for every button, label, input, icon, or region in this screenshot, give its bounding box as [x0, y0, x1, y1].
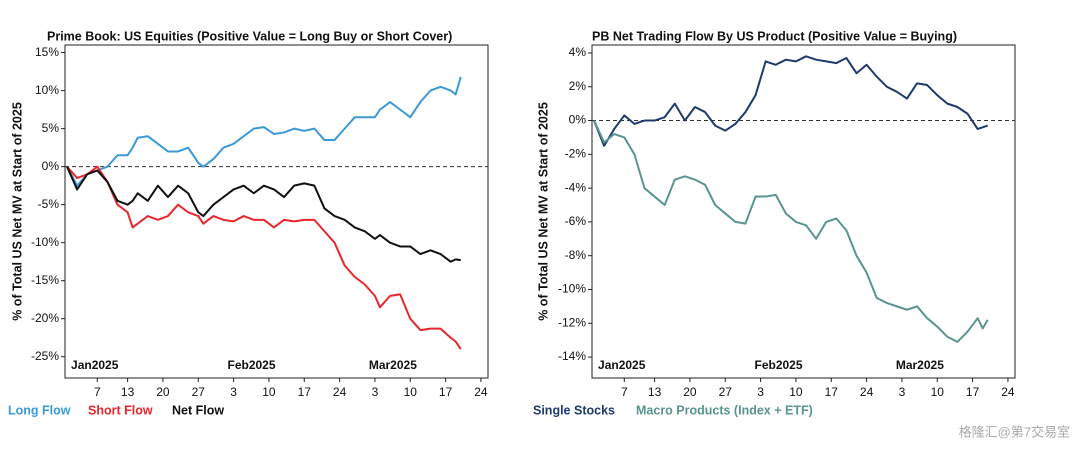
x-tick-label: 24	[474, 385, 488, 399]
chart-title: PB Net Trading Flow By US Product (Posit…	[592, 29, 957, 43]
y-tick-label: 0%	[42, 159, 60, 173]
x-tick-label: 17	[825, 385, 839, 399]
plot-frame	[64, 44, 489, 379]
legend-entry: Long Flow	[8, 403, 71, 417]
x-tick-label: 27	[192, 385, 206, 399]
series-line	[66, 166, 461, 263]
month-label: Jan2025	[71, 358, 119, 372]
y-axis-label: % of Total US Net MV at Start of 2025	[536, 102, 550, 321]
x-tick-label: 7	[621, 385, 628, 399]
y-tick-label: 15%	[35, 45, 59, 59]
y-tick-label: -10%	[31, 235, 59, 249]
y-tick-label: -6%	[565, 214, 587, 228]
x-tick-label: 7	[94, 385, 101, 399]
x-tick-label: 13	[648, 385, 662, 399]
series-line	[593, 120, 989, 343]
series-line	[66, 165, 462, 350]
y-axis-label: % of Total US Net MV at Start of 2025	[10, 102, 24, 321]
y-tick-label: -10%	[558, 282, 586, 296]
x-tick-label: 24	[1001, 385, 1015, 399]
y-tick-label: -12%	[558, 315, 586, 329]
watermark: 格隆汇@第7交易室	[959, 424, 1070, 439]
series-line	[593, 55, 989, 147]
y-tick-label: -15%	[31, 273, 59, 287]
x-tick-label: 17	[298, 385, 312, 399]
month-label: Jan2025	[598, 358, 646, 372]
x-tick-label: 27	[719, 385, 733, 399]
y-tick-label: 10%	[35, 83, 59, 97]
y-tick-label: -14%	[558, 349, 586, 363]
legend-entry: Short Flow	[88, 403, 153, 417]
legend-entry: Net Flow	[172, 403, 224, 417]
series-line	[66, 76, 462, 187]
x-tick-label: 20	[156, 385, 170, 399]
y-tick-label: -5%	[38, 197, 60, 211]
y-tick-label: 5%	[42, 121, 60, 135]
y-tick-label: 4%	[569, 45, 587, 59]
month-label: Feb2025	[754, 358, 802, 372]
x-tick-label: 17	[439, 385, 453, 399]
x-tick-label: 3	[899, 385, 906, 399]
x-tick-label: 3	[372, 385, 379, 399]
x-tick-label: 24	[860, 385, 874, 399]
y-tick-label: -4%	[565, 180, 587, 194]
legend-entry: Macro Products (Index + ETF)	[636, 403, 813, 417]
plot-frame	[591, 44, 1016, 379]
month-label: Mar2025	[896, 358, 944, 372]
y-tick-label: -20%	[31, 311, 59, 325]
y-tick-label: -8%	[565, 248, 587, 262]
legend-entry: Single Stocks	[533, 403, 615, 417]
y-tick-label: -25%	[31, 349, 59, 363]
x-tick-label: 20	[683, 385, 697, 399]
y-tick-label: -2%	[565, 146, 587, 160]
x-tick-label: 10	[262, 385, 276, 399]
x-tick-label: 13	[121, 385, 135, 399]
x-tick-label: 3	[757, 385, 764, 399]
chart-title: Prime Book: US Equities (Positive Value …	[47, 29, 452, 43]
month-label: Feb2025	[227, 358, 275, 372]
x-tick-label: 17	[966, 385, 980, 399]
x-tick-label: 10	[789, 385, 803, 399]
x-tick-label: 3	[230, 385, 237, 399]
x-tick-label: 10	[931, 385, 945, 399]
x-tick-label: 10	[404, 385, 418, 399]
month-label: Mar2025	[369, 358, 417, 372]
x-tick-label: 24	[333, 385, 347, 399]
y-tick-label: 2%	[569, 79, 587, 93]
y-tick-label: 0%	[569, 113, 587, 127]
